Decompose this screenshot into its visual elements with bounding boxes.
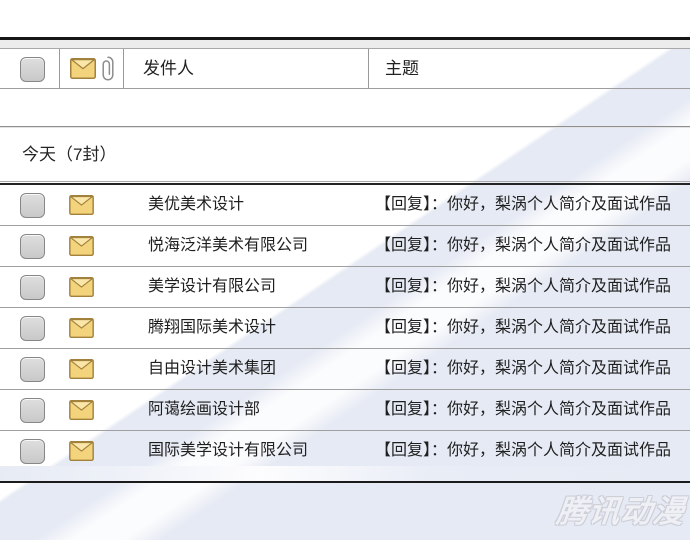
mail-envelope-icon xyxy=(69,318,94,343)
watermark: 腾讯动漫 xyxy=(554,494,687,529)
email-sender: 悦海泛洋美术有限公司 xyxy=(148,237,309,254)
mail-envelope-icon xyxy=(69,195,94,220)
column-divider xyxy=(368,49,369,88)
header-bottom-line xyxy=(0,88,690,89)
row-select-checkbox[interactable] xyxy=(20,193,45,218)
bottom-frame-line xyxy=(0,481,690,483)
row-select-checkbox[interactable] xyxy=(20,275,45,300)
separator-line xyxy=(0,181,690,182)
email-row[interactable]: 腾翔国际美术设计 【回复】：你好，梨涡个人简介及面试作品 xyxy=(0,308,690,349)
paperclip-icon[interactable] xyxy=(101,56,115,87)
row-select-checkbox[interactable] xyxy=(20,316,45,341)
mail-envelope-icon xyxy=(69,441,94,466)
email-subject: 【回复】：你好，梨涡个人简介及面试作品 xyxy=(375,319,672,336)
mail-envelope-icon xyxy=(69,236,94,261)
email-row[interactable]: 自由设计美术集团 【回复】：你好，梨涡个人简介及面试作品 xyxy=(0,349,690,390)
email-subject: 【回复】：你好，梨涡个人简介及面试作品 xyxy=(375,442,672,459)
mail-envelope-icon xyxy=(69,359,94,384)
email-row[interactable]: 悦海泛洋美术有限公司 【回复】：你好，梨涡个人简介及面试作品 xyxy=(0,226,690,267)
select-all-checkbox[interactable] xyxy=(20,57,45,82)
email-row[interactable]: 美学设计有限公司 【回复】：你好，梨涡个人简介及面试作品 xyxy=(0,267,690,308)
email-row[interactable]: 阿蔼绘画设计部 【回复】：你好，梨涡个人简介及面试作品 xyxy=(0,390,690,431)
email-subject: 【回复】：你好，梨涡个人简介及面试作品 xyxy=(375,278,672,295)
row-select-checkbox[interactable] xyxy=(20,357,45,382)
email-sender: 自由设计美术集团 xyxy=(148,360,277,377)
list-header-row: 发件人 主题 xyxy=(0,49,690,88)
email-subject: 【回复】：你好，梨涡个人简介及面试作品 xyxy=(375,360,672,377)
mail-envelope-icon[interactable] xyxy=(70,58,96,84)
email-sender: 阿蔼绘画设计部 xyxy=(148,401,261,418)
column-header-subject[interactable]: 主题 xyxy=(385,59,419,78)
email-sender: 美学设计有限公司 xyxy=(148,278,277,295)
row-select-checkbox[interactable] xyxy=(20,234,45,259)
separator-line xyxy=(0,126,690,127)
email-row[interactable]: 美优美术设计 【回复】：你好，梨涡个人简介及面试作品 xyxy=(0,185,690,226)
email-subject: 【回复】：你好，梨涡个人简介及面试作品 xyxy=(375,196,672,213)
group-divider-line xyxy=(0,183,690,185)
column-divider xyxy=(59,49,60,88)
top-frame-line xyxy=(0,37,690,40)
email-sender: 国际美学设计有限公司 xyxy=(148,442,309,459)
shine-band xyxy=(0,466,690,481)
group-label-today: 今天（7封） xyxy=(22,145,117,164)
row-select-checkbox[interactable] xyxy=(20,398,45,423)
column-header-sender[interactable]: 发件人 xyxy=(143,59,194,78)
email-list: 美优美术设计 【回复】：你好，梨涡个人简介及面试作品 悦海泛洋美术有限公司 【回… xyxy=(0,185,690,472)
email-subject: 【回复】：你好，梨涡个人简介及面试作品 xyxy=(375,237,672,254)
email-sender: 美优美术设计 xyxy=(148,196,245,213)
email-subject: 【回复】：你好，梨涡个人简介及面试作品 xyxy=(375,401,672,418)
email-sender: 腾翔国际美术设计 xyxy=(148,319,277,336)
column-divider xyxy=(123,49,124,88)
mail-envelope-icon xyxy=(69,400,94,425)
row-select-checkbox[interactable] xyxy=(20,439,45,464)
mail-envelope-icon xyxy=(69,277,94,302)
top-gray-strip xyxy=(0,40,690,49)
